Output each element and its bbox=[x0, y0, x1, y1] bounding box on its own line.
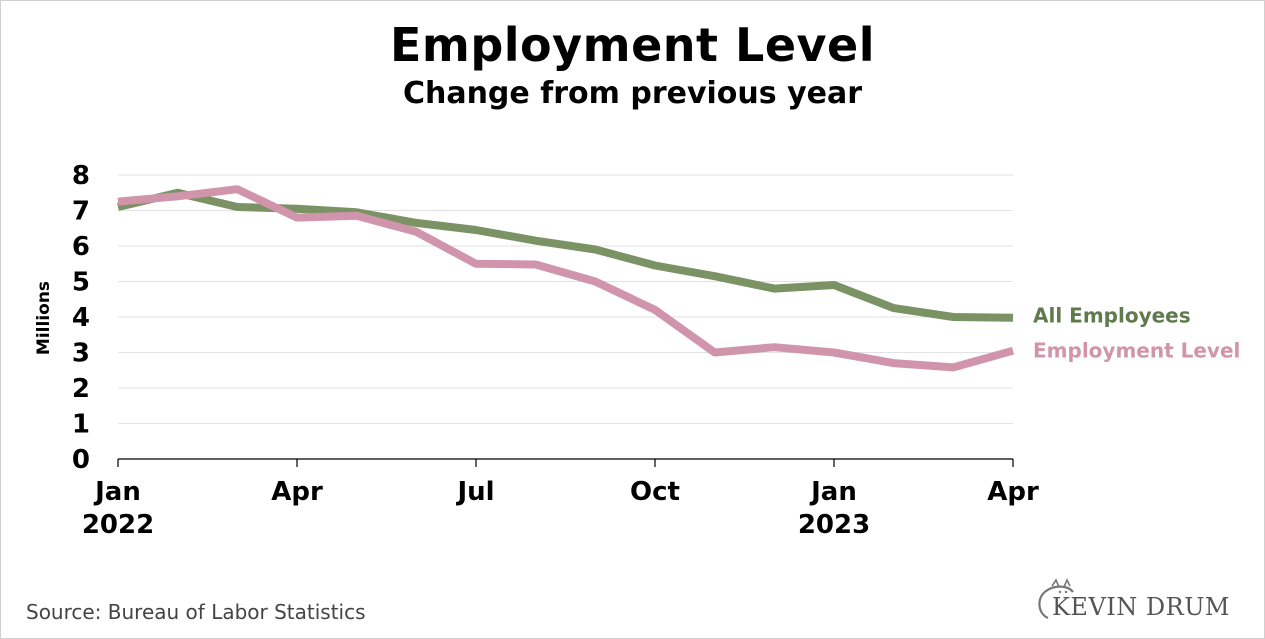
y-tick-label-6: 6 bbox=[72, 232, 90, 262]
x-tick-label-6: Jul bbox=[455, 477, 494, 507]
x-tick-label-0: Jan bbox=[93, 477, 141, 507]
y-tick-label-8: 8 bbox=[72, 161, 90, 191]
legend: All Employees Employment Level bbox=[1033, 304, 1240, 363]
chart-title: Employment Level bbox=[390, 18, 875, 72]
cat-logo-icon bbox=[1038, 578, 1074, 620]
y-tick-label-7: 7 bbox=[72, 197, 90, 227]
x-tick-year-2022: 2022 bbox=[82, 510, 154, 540]
y-tick-label-3: 3 bbox=[72, 339, 90, 369]
legend-all-employees: All Employees bbox=[1033, 304, 1191, 328]
y-axis-ticks: 0 1 2 3 4 5 6 7 8 bbox=[72, 161, 90, 475]
y-tick-label-5: 5 bbox=[72, 268, 90, 298]
series-lines bbox=[117, 185, 1015, 372]
x-tick-label-15: Apr bbox=[987, 477, 1039, 507]
y-tick-label-4: 4 bbox=[72, 303, 90, 333]
x-tick-year-2023: 2023 bbox=[798, 510, 870, 540]
source-note: Source: Bureau of Labor Statistics bbox=[26, 600, 366, 624]
x-tick-label-12: Jan bbox=[809, 477, 857, 507]
series-line-employment-level bbox=[117, 185, 1015, 372]
legend-employment-level: Employment Level bbox=[1033, 339, 1240, 363]
y-tick-label-1: 1 bbox=[72, 410, 90, 440]
y-tick-label-2: 2 bbox=[72, 374, 90, 404]
logo-text: KEVIN DRUM bbox=[1052, 593, 1231, 621]
y-tick-label-0: 0 bbox=[72, 445, 90, 475]
series-line-all-employees bbox=[117, 188, 1014, 322]
x-tick-label-9: Oct bbox=[630, 477, 680, 507]
chart-subtitle: Change from previous year bbox=[402, 76, 863, 111]
x-tick-label-3: Apr bbox=[271, 477, 323, 507]
